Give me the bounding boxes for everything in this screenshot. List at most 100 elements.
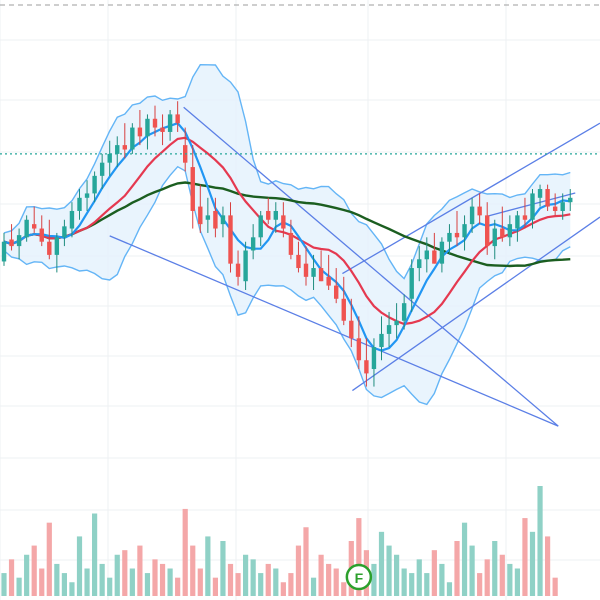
volume-bar bbox=[152, 559, 158, 596]
candle bbox=[364, 338, 369, 387]
candle bbox=[190, 145, 195, 229]
volume-bar bbox=[69, 582, 75, 596]
candle-body bbox=[235, 263, 241, 277]
candle bbox=[492, 219, 497, 260]
volume-bar bbox=[167, 568, 173, 596]
trend-line bbox=[183, 106, 559, 427]
volume-bar bbox=[159, 563, 166, 596]
volume-bar bbox=[310, 577, 317, 596]
candle-body bbox=[137, 127, 143, 137]
candle bbox=[243, 241, 248, 290]
event-marker-circle[interactable] bbox=[345, 563, 373, 591]
candle bbox=[515, 210, 520, 242]
candle bbox=[16, 228, 22, 260]
candle bbox=[477, 193, 482, 225]
volume-bar bbox=[182, 508, 188, 596]
candle bbox=[84, 180, 90, 211]
candle-body bbox=[39, 228, 44, 242]
candle bbox=[318, 250, 324, 282]
candle-body bbox=[273, 210, 278, 220]
candle-body bbox=[469, 206, 475, 225]
candle-body bbox=[454, 232, 460, 238]
candle-body bbox=[160, 127, 165, 132]
candle bbox=[9, 224, 14, 251]
candle bbox=[560, 193, 565, 220]
candle bbox=[258, 210, 263, 247]
volume-bar bbox=[318, 554, 324, 596]
volume-bar bbox=[1, 573, 7, 596]
candle-body bbox=[318, 268, 324, 282]
candle bbox=[39, 215, 44, 247]
volume-bar bbox=[99, 563, 105, 596]
candle-body bbox=[84, 193, 90, 198]
candle bbox=[54, 232, 60, 273]
candle-body bbox=[243, 250, 248, 282]
volume-bar bbox=[273, 568, 279, 596]
volume-bar bbox=[454, 541, 460, 596]
candle-body bbox=[462, 224, 467, 238]
volume-bar bbox=[333, 568, 339, 596]
volume-bar bbox=[469, 545, 475, 596]
candle bbox=[394, 303, 399, 339]
candle-body bbox=[258, 215, 263, 238]
trend-line bbox=[342, 122, 600, 275]
candle-body bbox=[356, 338, 362, 361]
candle bbox=[1, 232, 7, 266]
candle bbox=[401, 294, 407, 330]
candle-body bbox=[522, 215, 528, 220]
upper-band bbox=[3, 63, 571, 280]
volume-bar bbox=[129, 568, 135, 596]
candle bbox=[62, 219, 67, 247]
candle bbox=[115, 136, 120, 168]
volume-bar bbox=[280, 582, 286, 596]
volume-bar bbox=[76, 536, 83, 596]
candle bbox=[250, 224, 256, 260]
candle-body bbox=[401, 303, 407, 321]
volume-bar bbox=[190, 545, 196, 596]
candle bbox=[326, 254, 331, 290]
candle-body bbox=[145, 118, 150, 137]
candle bbox=[417, 246, 422, 282]
candle bbox=[220, 206, 226, 238]
volume-bar bbox=[326, 563, 332, 596]
candle bbox=[379, 316, 384, 361]
candle bbox=[552, 193, 558, 216]
candle bbox=[439, 237, 445, 273]
volume-bar bbox=[507, 563, 513, 596]
candle bbox=[356, 316, 362, 370]
moving-averages bbox=[3, 121, 571, 352]
candle-body bbox=[288, 232, 294, 255]
volume-bar bbox=[545, 536, 551, 596]
volume-bar bbox=[288, 573, 294, 596]
candle bbox=[107, 140, 112, 176]
volume-bar bbox=[39, 568, 45, 596]
volume-bar bbox=[92, 513, 98, 596]
candle-body bbox=[122, 145, 127, 150]
volume-bar bbox=[461, 522, 468, 596]
candle-body bbox=[500, 228, 505, 238]
candle bbox=[213, 197, 218, 238]
candle bbox=[341, 276, 346, 326]
candle-body bbox=[537, 189, 543, 198]
event-marker-label: F bbox=[355, 570, 364, 586]
volume-bar bbox=[54, 563, 60, 596]
event-marker[interactable]: F bbox=[345, 563, 373, 591]
candle-body bbox=[386, 325, 392, 334]
volume-bar bbox=[499, 554, 505, 596]
volume-bar bbox=[107, 577, 113, 596]
volume-bar bbox=[137, 545, 143, 596]
candle-body bbox=[560, 202, 565, 211]
candle bbox=[167, 110, 173, 141]
volume-bar bbox=[424, 573, 430, 596]
candle bbox=[160, 114, 165, 146]
volume-bar bbox=[394, 554, 400, 596]
candle-body bbox=[568, 197, 573, 203]
volume-bar bbox=[537, 486, 543, 596]
volume-bar bbox=[175, 577, 181, 596]
candle-body bbox=[432, 250, 437, 264]
volume-bar bbox=[212, 577, 218, 596]
trend-lines[interactable] bbox=[109, 106, 600, 427]
candle-body bbox=[326, 276, 331, 286]
